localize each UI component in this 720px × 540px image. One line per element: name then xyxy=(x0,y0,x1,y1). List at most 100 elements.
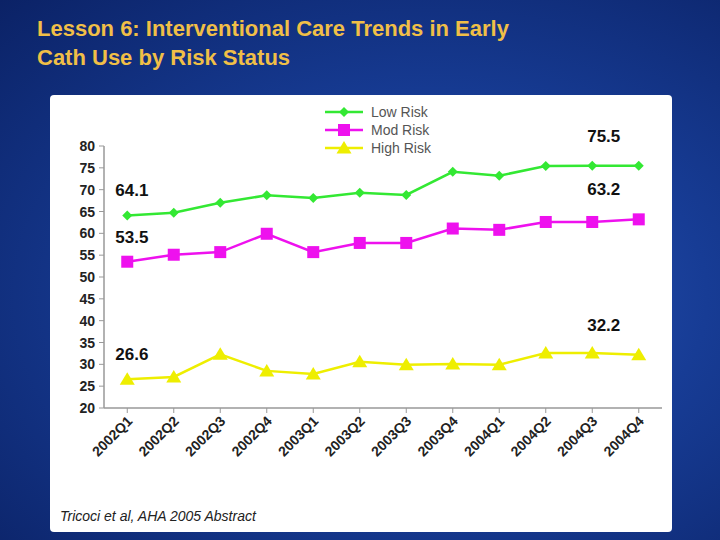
x-tick-label: 2003Q3 xyxy=(368,413,415,460)
x-tick xyxy=(173,408,174,413)
point xyxy=(399,358,414,371)
point xyxy=(120,372,135,385)
point xyxy=(166,370,181,383)
x-tick-label: 2003Q1 xyxy=(275,413,322,460)
y-tick xyxy=(99,167,104,168)
y-tick xyxy=(99,342,104,343)
legend: Low Risk Mod Risk High Risk xyxy=(325,104,432,156)
point xyxy=(493,224,505,236)
y-tick-label: 35 xyxy=(79,335,95,351)
point xyxy=(448,167,458,177)
y-tick-label: 20 xyxy=(79,400,95,416)
data-labels: 64.1 75.5 53.5 63.2 26.6 32.2 xyxy=(115,127,620,365)
y-tick xyxy=(99,408,104,409)
legend-marker xyxy=(339,107,349,117)
x-tick-label: 2004Q1 xyxy=(461,413,508,460)
point xyxy=(494,171,504,181)
x-tick-label: 2004Q3 xyxy=(554,413,601,460)
y-tick xyxy=(99,320,104,321)
point xyxy=(401,190,411,200)
title: Lesson 6: Interventional Care Trends in … xyxy=(37,14,547,72)
y-tick-label: 55 xyxy=(79,247,95,263)
data-label: 63.2 xyxy=(587,180,620,199)
chart: 202530354045505560657075802002Q12002Q220… xyxy=(0,0,720,540)
x-tick xyxy=(638,408,639,413)
point xyxy=(307,246,319,258)
legend-label: Low Risk xyxy=(371,104,429,120)
point xyxy=(355,188,365,198)
data-label: 32.2 xyxy=(587,316,620,335)
panel xyxy=(50,95,672,532)
x-tick-label: 2004Q4 xyxy=(600,413,647,460)
point xyxy=(634,161,644,171)
point xyxy=(445,357,460,370)
x-tick xyxy=(220,408,221,413)
x-tick xyxy=(359,408,360,413)
series-line xyxy=(127,353,639,379)
point xyxy=(586,216,598,228)
point xyxy=(633,213,645,225)
point xyxy=(261,228,273,240)
point xyxy=(306,367,321,380)
data-label: 64.1 xyxy=(115,181,148,200)
point xyxy=(631,348,646,361)
x-tick-label: 2002Q2 xyxy=(135,413,182,460)
y-tick-label: 45 xyxy=(79,291,95,307)
data-label: 75.5 xyxy=(587,127,620,146)
x-tick xyxy=(545,408,546,413)
point xyxy=(585,346,600,359)
point xyxy=(168,249,180,261)
y-tick xyxy=(99,364,104,365)
point xyxy=(538,346,553,359)
point xyxy=(215,198,225,208)
y-tick xyxy=(99,298,104,299)
slide: Lesson 6: Interventional Care Trends in … xyxy=(0,0,720,540)
data-label: 53.5 xyxy=(115,228,148,247)
point xyxy=(354,237,366,249)
y-tick xyxy=(99,211,104,212)
y-tick xyxy=(99,255,104,256)
point xyxy=(213,347,228,360)
y-tick xyxy=(99,189,104,190)
x-tick xyxy=(499,408,500,413)
x-tick-label: 2002Q4 xyxy=(228,413,275,460)
x-tick xyxy=(266,408,267,413)
y-tick-label: 30 xyxy=(79,356,95,372)
point xyxy=(540,216,552,228)
x-tick-label: 2002Q1 xyxy=(89,413,136,460)
point xyxy=(259,364,274,377)
legend-label: High Risk xyxy=(371,140,432,156)
x-tick-label: 2004Q2 xyxy=(507,413,554,460)
x-tick-label: 2003Q4 xyxy=(414,413,461,460)
y-tick xyxy=(99,277,104,278)
series-line xyxy=(127,219,639,261)
point xyxy=(262,190,272,200)
y-tick-label: 25 xyxy=(79,378,95,394)
data-label: 26.6 xyxy=(115,345,148,364)
point xyxy=(121,256,133,268)
y-tick xyxy=(99,386,104,387)
x-tick xyxy=(127,408,128,413)
x-tick xyxy=(592,408,593,413)
y-tick-label: 70 xyxy=(79,182,95,198)
source-note: Tricoci et al, AHA 2005 Abstract xyxy=(60,508,257,524)
y-tick-label: 60 xyxy=(79,225,95,241)
x-tick-label: 2003Q2 xyxy=(321,413,368,460)
plot-area xyxy=(120,161,647,385)
legend-label: Mod Risk xyxy=(371,122,430,138)
point xyxy=(541,161,551,171)
point xyxy=(447,223,459,235)
point xyxy=(492,358,507,371)
point xyxy=(122,210,132,220)
y-tick-label: 80 xyxy=(79,138,95,154)
y-tick-label: 75 xyxy=(79,160,95,176)
y-tick-label: 65 xyxy=(79,204,95,220)
legend-marker xyxy=(337,141,352,154)
point xyxy=(352,355,367,368)
y-tick-label: 50 xyxy=(79,269,95,285)
legend-marker xyxy=(338,124,350,136)
y-tick xyxy=(99,146,104,147)
x-tick-label: 2002Q3 xyxy=(182,413,229,460)
x-tick xyxy=(452,408,453,413)
point xyxy=(214,246,226,258)
